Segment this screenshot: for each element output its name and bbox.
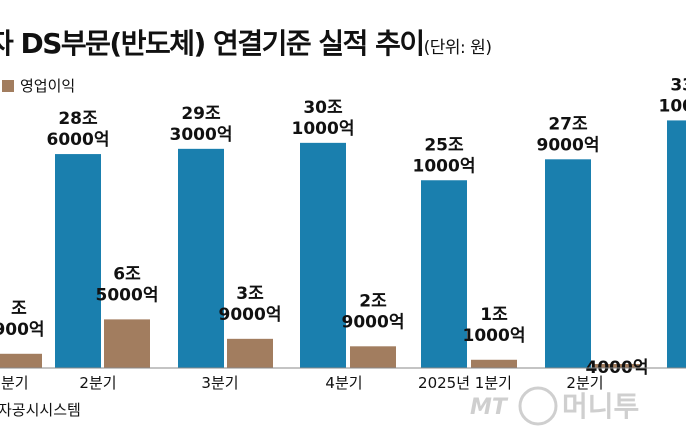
revenue-bar-3	[300, 142, 346, 368]
operating-profit-bar-2	[227, 338, 273, 368]
revenue-label-5-1: 9000억	[537, 135, 600, 155]
operating-profit-label-2-1: 9000억	[219, 305, 282, 325]
operating-profit-label-0-1: 900억	[0, 320, 45, 340]
operating-profit-label-3-1: 9000억	[342, 312, 405, 332]
category-label-3: 4분기	[325, 374, 362, 392]
operating-profit-label-2-0: 3조	[236, 284, 264, 304]
category-label-5: 2분기	[566, 374, 603, 392]
operating-profit-bar-1	[104, 319, 150, 368]
operating-profit-label-4-0: 1조	[480, 305, 508, 325]
svg-text:머니투: 머니투	[562, 390, 639, 423]
chart-title-text: 자 DS부문(반도체) 연결기준 실적 추이	[0, 27, 425, 60]
revenue-label-1-0: 28조	[58, 109, 98, 129]
revenue-bar-4	[421, 180, 467, 368]
revenue-label-6-1: 1000억	[659, 96, 686, 116]
revenue-label-2-0: 29조	[181, 104, 221, 124]
chart-title: 자 DS부문(반도체) 연결기준 실적 추이(단위: 원)	[0, 22, 492, 62]
revenue-label-3-1: 1000억	[292, 119, 355, 139]
revenue-label-4-0: 25조	[424, 135, 464, 155]
category-label-2: 3분기	[201, 374, 238, 392]
unit-label: (단위: 원)	[423, 38, 492, 58]
revenue-bar-6	[667, 120, 686, 368]
watermark-logo: MT 머니투	[470, 386, 639, 426]
operating-profit-bar-3	[350, 346, 396, 368]
revenue-label-4-1: 1000억	[413, 156, 476, 176]
legend: 영업이익	[2, 75, 75, 96]
operating-profit-bar-5	[594, 364, 640, 368]
operating-profit-label-1-1: 5000억	[96, 285, 159, 305]
revenue-label-2-1: 3000억	[170, 125, 233, 145]
category-label-0: 1분기	[0, 374, 29, 392]
legend-swatch-operating-profit	[2, 79, 14, 92]
operating-profit-label-4-1: 1000억	[463, 326, 526, 346]
revenue-label-3-0: 30조	[303, 98, 343, 118]
operating-profit-label-1-0: 6조	[113, 264, 141, 284]
svg-text:MT: MT	[470, 395, 509, 420]
revenue-bar-5	[545, 159, 591, 368]
operating-profit-bar-4	[471, 359, 517, 368]
revenue-label-5-0: 27조	[548, 114, 588, 134]
category-label-1: 2분기	[79, 374, 116, 392]
source-note: 자공시시스템	[0, 401, 81, 419]
revenue-label-1-1: 6000억	[47, 130, 110, 150]
operating-profit-label-0-0: 조	[11, 299, 27, 319]
category-label-4: 2025년 1분기	[418, 374, 512, 392]
revenue-bar-1	[55, 154, 101, 368]
revenue-bar-2	[178, 148, 224, 368]
legend-label-operating-profit: 영업이익	[20, 77, 76, 95]
operating-profit-label-3-0: 2조	[359, 291, 387, 311]
revenue-label-6-0: 33조	[670, 75, 686, 95]
operating-profit-bar-0	[0, 353, 42, 368]
